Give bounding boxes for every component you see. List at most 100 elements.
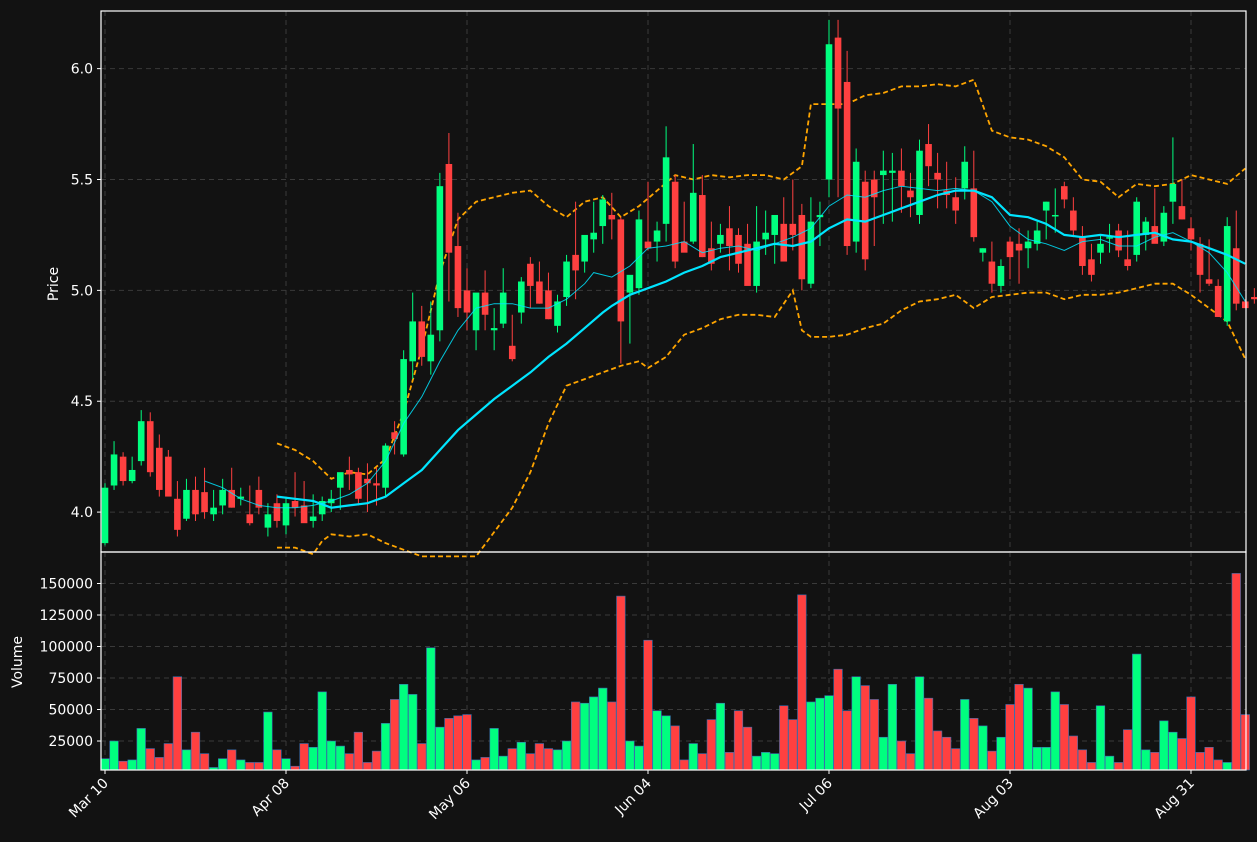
price-tick-label: 5.0 xyxy=(71,283,93,299)
volume-tick-label: 75000 xyxy=(48,671,93,687)
volume-bar xyxy=(371,750,382,771)
candle xyxy=(228,467,235,508)
candle-body xyxy=(210,507,217,515)
volume-bar xyxy=(942,736,952,771)
volume-bar xyxy=(561,740,572,771)
volume-bar xyxy=(625,740,635,771)
volume-bar xyxy=(426,647,436,771)
candle-body xyxy=(1106,237,1113,239)
volume-bar xyxy=(679,759,689,771)
candle-body xyxy=(1042,201,1050,211)
candle-body xyxy=(1006,241,1014,258)
volume-bar xyxy=(109,740,119,771)
candle-body xyxy=(228,489,235,508)
candle xyxy=(210,489,217,521)
candle xyxy=(1079,226,1086,275)
candle-body xyxy=(382,445,389,488)
candle-body xyxy=(1187,228,1195,240)
candle-body xyxy=(653,230,661,242)
volume-bar xyxy=(444,718,454,771)
candle xyxy=(898,148,905,213)
volume-bar xyxy=(1195,752,1205,771)
volume-bar xyxy=(661,715,671,771)
volume-bar xyxy=(380,723,391,771)
volume-bar xyxy=(462,714,472,771)
price-tick-label: 4.5 xyxy=(71,394,93,410)
candle xyxy=(1015,228,1023,284)
candle xyxy=(536,261,543,304)
candle xyxy=(490,308,498,351)
candle-body xyxy=(518,281,525,313)
candle-body xyxy=(355,472,362,499)
volume-bar xyxy=(1132,653,1142,771)
volume-bar xyxy=(969,718,979,771)
candle xyxy=(1061,181,1068,209)
candle xyxy=(843,50,851,255)
candle-body xyxy=(291,501,299,508)
volume-y-ticks: 25000 50000 75000 100000 125000 150000 xyxy=(40,577,101,750)
candle xyxy=(1133,197,1140,262)
candle-body xyxy=(581,234,588,262)
candle-body xyxy=(789,223,797,235)
candle xyxy=(626,274,634,344)
volume-bar xyxy=(172,676,183,771)
volume-bar xyxy=(227,749,237,771)
candle-body xyxy=(391,432,398,439)
volume-bar xyxy=(534,743,544,771)
volume-bar xyxy=(788,719,798,771)
volume-bar xyxy=(1023,687,1033,771)
candle-body xyxy=(174,498,181,530)
candle-body xyxy=(156,447,163,490)
candle-body xyxy=(644,241,652,249)
candle-body xyxy=(201,492,208,513)
candle-body xyxy=(563,261,570,298)
volume-bar xyxy=(914,676,925,771)
candle xyxy=(816,201,824,247)
candle xyxy=(1160,206,1168,247)
candle-body xyxy=(445,163,453,253)
volume-bar xyxy=(1032,747,1042,771)
volume-bar xyxy=(1213,759,1223,771)
candle xyxy=(653,221,661,262)
volume-bar xyxy=(1068,735,1078,771)
candle-body xyxy=(364,478,371,484)
candle xyxy=(889,152,896,222)
candle xyxy=(979,248,987,262)
volume-bar xyxy=(245,762,255,771)
volume-tick-label: 150000 xyxy=(40,577,93,593)
volume-bar xyxy=(362,762,373,771)
candle xyxy=(101,483,109,546)
candle-body xyxy=(916,150,923,215)
candle xyxy=(925,124,932,187)
volume-bar xyxy=(480,757,490,771)
candle xyxy=(644,181,652,251)
volume-bar xyxy=(1177,738,1187,771)
candle xyxy=(391,421,398,455)
volume-bar xyxy=(516,741,526,771)
candle-body xyxy=(1097,243,1104,253)
candle-body xyxy=(617,219,625,322)
candle-body xyxy=(952,197,959,211)
volume-bar xyxy=(498,755,508,771)
price-tick-label: 4.0 xyxy=(71,505,93,521)
volume-bar xyxy=(1077,749,1087,771)
candle xyxy=(771,214,778,264)
volume-bar xyxy=(697,753,707,771)
candle-body xyxy=(463,290,471,313)
candle-body xyxy=(346,469,353,475)
candle xyxy=(554,294,561,333)
candle-body xyxy=(961,161,969,189)
volume-bar xyxy=(923,697,934,771)
candle-body xyxy=(536,281,543,304)
candle xyxy=(128,456,136,484)
volume-bar xyxy=(335,745,345,771)
volume-bar xyxy=(1014,684,1024,771)
candle xyxy=(300,481,308,524)
candle xyxy=(997,259,1005,293)
candle xyxy=(563,254,570,306)
candle xyxy=(1169,137,1177,224)
volume-bar xyxy=(218,758,228,771)
candle-body xyxy=(481,292,489,315)
volume-bar xyxy=(543,748,554,771)
candle-body xyxy=(780,223,788,262)
